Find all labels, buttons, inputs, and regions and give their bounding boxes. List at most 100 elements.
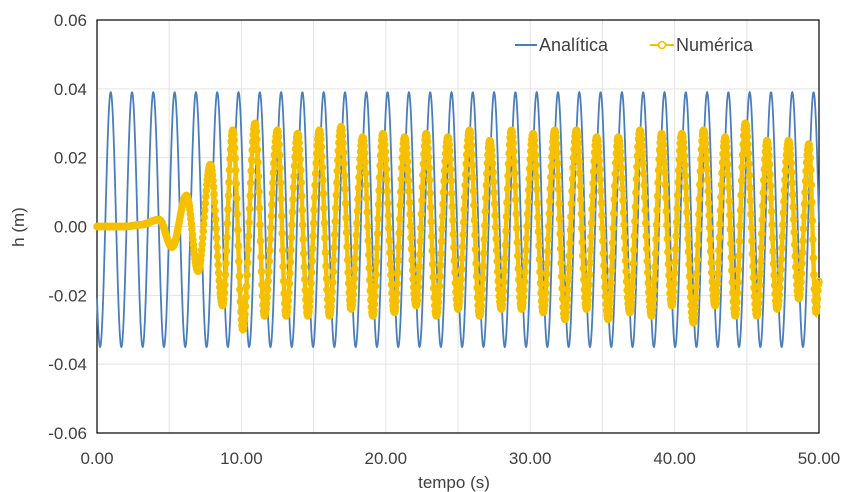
- series-numerica-point: [767, 194, 775, 203]
- series-numerica-point: [541, 288, 550, 297]
- series-numerica-point: [778, 232, 787, 241]
- series-numerica-point: [225, 178, 233, 187]
- series-numerica-point: [209, 183, 218, 191]
- series-numerica-point: [330, 230, 339, 239]
- series-numerica-point: [788, 190, 797, 199]
- series-numerica-point: [746, 197, 755, 205]
- series-numerica-point: [615, 134, 623, 143]
- series-numerica-point: [310, 193, 319, 202]
- series-numerica-point: [810, 285, 819, 293]
- series-numerica-point: [461, 181, 470, 190]
- series-numerica-point: [241, 302, 250, 311]
- series-numerica-point: [266, 223, 275, 232]
- series-numerica-point: [587, 219, 596, 227]
- series-numerica-point: [369, 310, 378, 319]
- series-numerica-point: [297, 178, 306, 187]
- series-numerica-point: [757, 243, 766, 252]
- series-numerica-point: [340, 159, 348, 168]
- series-numerica-point: [449, 230, 458, 238]
- series-numerica-point: [757, 230, 766, 238]
- series-numerica-point: [610, 182, 619, 190]
- series-numerica-point: [512, 224, 521, 233]
- series-numerica-point: [512, 210, 521, 218]
- series-numerica-point: [639, 169, 648, 178]
- series-numerica-point: [311, 169, 320, 178]
- series-numerica-point: [685, 260, 693, 269]
- series-numerica-point: [395, 215, 404, 223]
- series-numerica-point: [321, 234, 329, 242]
- series-numerica-point: [268, 189, 277, 198]
- series-numerica-point: [263, 285, 272, 294]
- series-numerica-point: [500, 267, 509, 275]
- series-numerica-point: [776, 275, 785, 283]
- series-numerica-point: [807, 181, 816, 189]
- series-numerica-point: [683, 221, 692, 230]
- series-numerica-point: [189, 235, 197, 244]
- series-numerica-point: [264, 277, 273, 285]
- series-numerica-point: [556, 230, 564, 238]
- series-numerica-point: [733, 298, 741, 306]
- series-numerica-point: [222, 247, 231, 255]
- series-numerica-point: [384, 211, 393, 220]
- series-numerica-point: [189, 241, 198, 249]
- series-numerica-point: [638, 149, 647, 158]
- series-numerica-point: [207, 163, 216, 172]
- series-numerica-point: [393, 279, 401, 288]
- series-numerica-point: [295, 138, 303, 147]
- series-numerica-point: [235, 272, 244, 280]
- series-numerica-point: [522, 234, 531, 243]
- series-numerica-point: [501, 254, 509, 263]
- series-numerica-point: [715, 246, 723, 255]
- series-numerica-point: [199, 220, 208, 229]
- series-numerica-point: [664, 260, 673, 269]
- series-numerica-point: [329, 256, 338, 264]
- series-numerica-point: [791, 252, 800, 261]
- series-numerica-point: [510, 169, 519, 178]
- series-numerica-point: [733, 289, 742, 297]
- series-numerica-point: [605, 306, 614, 315]
- y-tick-label: -0.02: [48, 286, 87, 305]
- series-numerica-point: [374, 200, 383, 209]
- series-numerica-point: [350, 283, 358, 292]
- series-numerica-point: [627, 292, 636, 300]
- series-numerica-point: [186, 210, 195, 218]
- series-numerica-point: [526, 155, 535, 164]
- series-numerica-point: [342, 214, 350, 222]
- series-numerica-point: [589, 179, 597, 188]
- y-tick-label: 0.00: [54, 218, 87, 237]
- series-numerica-point: [371, 282, 380, 290]
- series-numerica-point: [257, 267, 266, 276]
- series-numerica-point: [258, 280, 266, 289]
- series-numerica-point: [305, 307, 313, 316]
- series-numerica-point: [812, 307, 821, 316]
- series-numerica-point: [486, 138, 495, 146]
- series-numerica-point: [372, 257, 381, 266]
- series-numerica-point: [736, 221, 744, 230]
- series-numerica-point: [586, 246, 595, 254]
- series-numerica-point: [577, 210, 586, 218]
- series-numerica-point: [554, 185, 563, 194]
- series-numerica-point: [337, 123, 346, 132]
- series-numerica-point: [398, 154, 407, 162]
- series-numerica-point: [728, 266, 736, 275]
- series-numerica-point: [616, 148, 625, 156]
- series-numerica-point: [477, 302, 486, 310]
- series-numerica-point: [384, 199, 392, 207]
- series-numerica-point: [575, 157, 583, 166]
- series-numerica-point: [288, 208, 297, 216]
- series-numerica-point: [266, 235, 275, 243]
- series-numerica-point: [659, 148, 668, 157]
- series-numerica-point: [397, 175, 406, 184]
- series-numerica-point: [383, 175, 391, 184]
- series-numerica-point: [256, 220, 264, 229]
- series-numerica-point: [351, 254, 360, 263]
- series-numerica-point: [470, 216, 479, 224]
- y-tick-label: 0.02: [54, 149, 87, 168]
- series-numerica-point: [531, 142, 539, 151]
- y-tick-label: -0.06: [48, 424, 87, 443]
- series-numerica-point: [702, 155, 711, 164]
- series-numerica-point: [386, 248, 394, 257]
- series-numerica-point: [811, 304, 820, 313]
- series-numerica-point: [722, 143, 731, 151]
- series-numerica-point: [564, 275, 573, 284]
